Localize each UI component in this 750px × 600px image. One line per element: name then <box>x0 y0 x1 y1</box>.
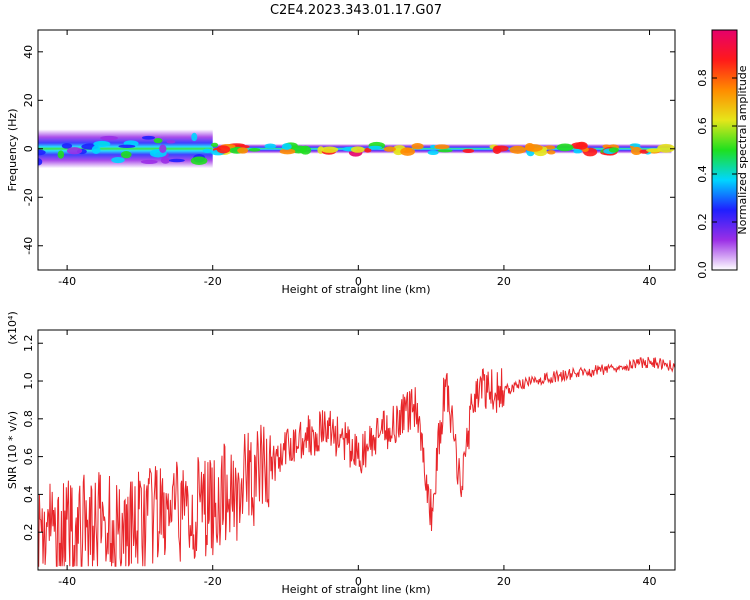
spectral-blob <box>368 145 383 150</box>
spectral-blob <box>159 144 167 153</box>
snr-series-line <box>38 356 675 567</box>
x-tick-label: -20 <box>204 575 222 588</box>
spectral-blob <box>57 150 65 159</box>
spectral-blob <box>364 147 372 153</box>
y-tick-label: -20 <box>22 188 35 206</box>
spectral-blob <box>66 147 83 155</box>
x-tick-label: 0 <box>355 575 362 588</box>
colorbar-label: Normalized spectral amplitude <box>736 65 749 234</box>
spectral-band <box>38 129 213 169</box>
spectrogram-x-ticks: -40 -20 0 20 40 <box>58 30 657 288</box>
spectral-blob <box>264 143 277 149</box>
spectral-blob <box>216 145 231 154</box>
spectral-blob <box>237 147 249 154</box>
spectral-blob <box>91 145 101 154</box>
spectral-blob <box>191 132 198 142</box>
y-tick-label: 0.2 <box>22 523 35 541</box>
spectral-blob <box>630 146 643 156</box>
spectral-blob <box>120 151 132 159</box>
spectrogram-x-label: Height of straight line (km) <box>281 283 430 296</box>
spectral-blob <box>608 147 619 153</box>
snr-scale-label: (x10⁴) <box>6 311 19 345</box>
spectral-blob <box>38 158 43 166</box>
snr-x-label: Height of straight line (km) <box>281 583 430 596</box>
spectrogram-heatmap <box>38 129 675 169</box>
spectral-blob <box>61 143 73 149</box>
spectral-blob <box>509 145 527 154</box>
x-tick-label: 40 <box>643 275 657 288</box>
snr-y-label: SNR (10 * v/v) <box>6 411 19 489</box>
y-tick-label: 0 <box>22 145 35 152</box>
spectral-blob <box>166 140 176 144</box>
spectral-blob <box>320 146 339 153</box>
spectral-blob <box>279 148 296 155</box>
colorbar: 0.0 0.2 0.4 0.6 0.8 Normalized spectral ampl… <box>696 29 749 279</box>
x-tick-label: 20 <box>497 575 511 588</box>
spectral-blob <box>190 156 208 165</box>
spectrogram-panel: -40 -20 0 20 40 -40 -20 0 20 40 Height of straig… <box>6 29 676 296</box>
spectral-blob <box>629 143 641 147</box>
colorbar-tick-label: 0.4 <box>696 165 709 183</box>
x-tick-label: -20 <box>204 275 222 288</box>
colorbar-tick-label: 0.8 <box>696 69 709 87</box>
spectral-blob <box>462 148 475 153</box>
spectral-blob <box>400 147 415 156</box>
spectral-blob <box>556 143 574 152</box>
y-tick-label: 0.4 <box>22 486 35 504</box>
colorbar-tick-label: 0.6 <box>696 117 709 135</box>
spectral-blob <box>248 148 261 152</box>
snr-panel: -40 -20 0 20 40 0.2 0.4 0.6 0.8 1.0 1.2 Height of… <box>6 311 676 596</box>
spectral-blob <box>100 135 119 141</box>
spectrogram-y-label: Frequency (Hz) <box>6 109 19 192</box>
spectral-blob <box>437 149 453 153</box>
snr-x-ticks: -40 -20 0 20 40 <box>58 330 657 588</box>
snr-y-ticks: 0.2 0.4 0.6 0.8 1.0 1.2 <box>22 334 675 541</box>
y-tick-label: 0.6 <box>22 448 35 466</box>
spectral-blob <box>153 138 163 144</box>
spectral-blob <box>141 135 156 140</box>
spectral-blob <box>573 149 583 154</box>
spectral-blob <box>202 148 212 153</box>
spectral-blob <box>411 143 424 150</box>
spectral-blob <box>493 145 509 152</box>
spectrogram-frame <box>37 29 676 271</box>
colorbar-gradient <box>711 29 738 271</box>
spectral-blob <box>524 143 535 152</box>
x-tick-label: -40 <box>58 275 76 288</box>
spectral-blob <box>211 142 219 148</box>
y-tick-label: 40 <box>22 45 35 59</box>
x-tick-label: -40 <box>58 575 76 588</box>
spectrogram-y-ticks: -40 -20 0 20 40 <box>22 45 675 255</box>
x-tick-label: 20 <box>497 275 511 288</box>
spectral-blob <box>427 150 439 156</box>
spectral-blob <box>118 144 136 149</box>
spectral-blob <box>575 141 588 150</box>
spectral-blob <box>281 143 292 150</box>
chart-title: C2E4.2023.343.01.17.G07 <box>270 3 442 18</box>
y-tick-label: 1.0 <box>22 372 35 390</box>
colorbar-tick-label: 0.0 <box>696 261 709 279</box>
spectral-blob <box>93 140 111 147</box>
snr-frame <box>37 329 676 571</box>
spectral-blob <box>434 144 450 150</box>
spectral-blob <box>350 146 365 153</box>
spectral-blob <box>111 157 125 164</box>
spectral-blob <box>646 148 662 153</box>
colorbar-ticks: 0.0 0.2 0.4 0.6 0.8 <box>696 69 737 279</box>
spectral-blob <box>546 150 556 155</box>
x-tick-label: 40 <box>643 575 657 588</box>
x-tick-label: 0 <box>355 275 362 288</box>
spectral-blob <box>140 159 158 164</box>
y-tick-label: 0.8 <box>22 410 35 428</box>
spectral-blob <box>383 146 396 152</box>
y-tick-label: 1.2 <box>22 334 35 352</box>
spectral-blob <box>168 158 185 163</box>
spectral-blob <box>160 157 171 164</box>
y-tick-label: -40 <box>22 237 35 255</box>
y-tick-label: 20 <box>22 93 35 107</box>
colorbar-tick-label: 0.2 <box>696 213 709 231</box>
spectral-blob <box>38 149 46 156</box>
